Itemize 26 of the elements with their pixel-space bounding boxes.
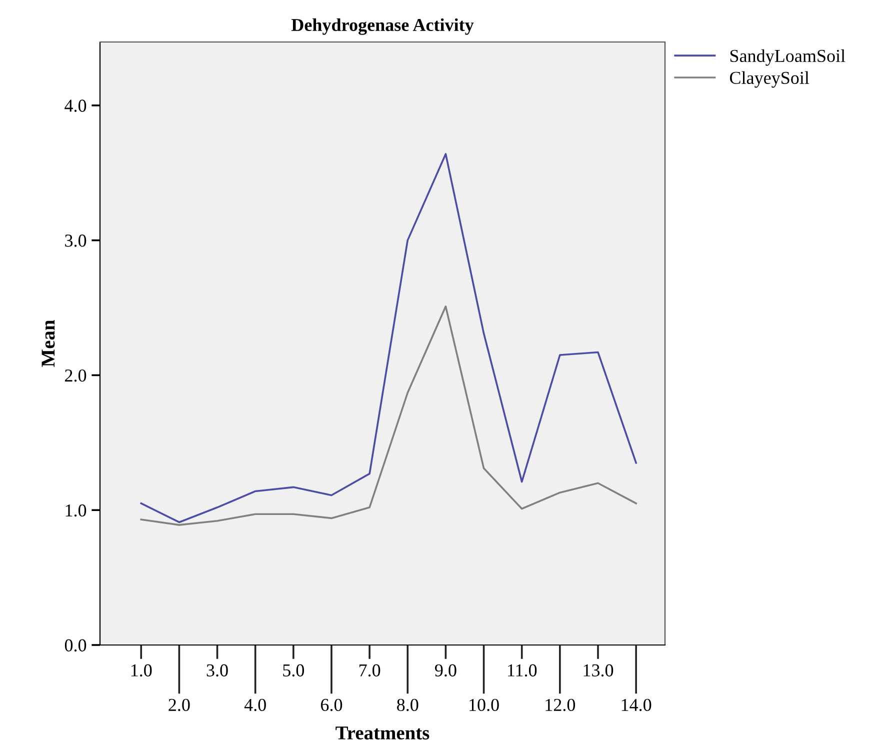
y-tick-label: 3.0 [65, 234, 86, 247]
line-series [140, 306, 637, 526]
x-tick-label: 7.0 [359, 664, 380, 677]
x-tick-label: 13.0 [584, 664, 614, 677]
y-tick-label: 2.0 [65, 369, 86, 382]
x-axis-title: Treatments [336, 726, 430, 740]
x-tick-label: 12.0 [546, 698, 576, 712]
y-tick-label: 0.0 [64, 639, 86, 652]
x-tick-label: 11.0 [508, 664, 537, 677]
y-tick-label: 1.0 [66, 504, 86, 517]
x-tick-label: 5.0 [283, 664, 304, 677]
x-tick-label: 1.0 [131, 664, 152, 677]
x-tick-label: 14.0 [622, 698, 652, 712]
y-tick-label: 4.0 [64, 100, 86, 112]
x-tick-label: 6.0 [320, 698, 342, 712]
y-axis-title: Mean [42, 320, 55, 367]
x-tick-label: 2.0 [168, 698, 190, 712]
x-tick-label: 8.0 [397, 698, 418, 712]
line-series [140, 153, 637, 524]
x-tick-label: 9.0 [434, 664, 456, 677]
chart-title: Dehydrogenase Activity [291, 18, 474, 35]
x-tick-label: 4.0 [244, 698, 266, 712]
legend-label: SandyLoamSoil [730, 49, 846, 66]
x-tick-label: 3.0 [206, 664, 228, 677]
x-tick-label: 10.0 [470, 698, 499, 712]
legend-label: ClayeySoil [730, 71, 810, 88]
